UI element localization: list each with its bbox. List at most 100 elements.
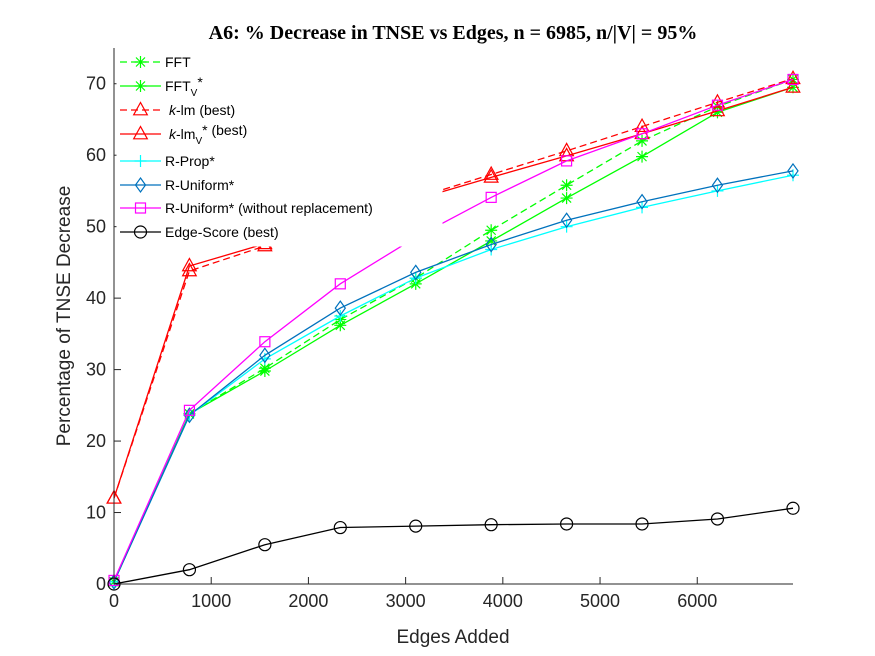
data-point-5-1 [183, 407, 196, 424]
y-tick-label-4: 40 [86, 288, 106, 308]
data-point-4-8 [711, 184, 724, 197]
y-tick-label-6: 60 [86, 145, 106, 165]
y-tick-label-0: 0 [96, 574, 106, 594]
data-point-2-5 [483, 165, 499, 180]
data-point-6-3 [334, 278, 346, 290]
data-point-7-1 [182, 563, 197, 577]
data-point-1-5 [485, 234, 498, 247]
x-tick-label-2: 2000 [288, 591, 328, 611]
data-point-6-5 [485, 191, 497, 203]
data-point-5-4 [409, 264, 422, 281]
legend-item-0: FFT [120, 54, 191, 70]
data-point-1-8 [711, 106, 724, 119]
series-layer [106, 69, 801, 591]
legend-item-1: FFTV* [120, 74, 203, 99]
legend-label-0: FFT [165, 54, 191, 70]
y-tick-label-2: 20 [86, 431, 106, 451]
y-tick-label-3: 30 [86, 360, 106, 380]
data-point-2-9 [785, 69, 801, 85]
y-tick-label-5: 50 [86, 217, 106, 237]
data-point-2-8 [709, 93, 726, 108]
x-tick-label-5: 5000 [580, 591, 620, 611]
data-point-2-7 [634, 117, 650, 133]
data-point-5-6 [560, 212, 573, 229]
data-point-3-5 [483, 168, 499, 183]
legend-label-7: Edge-Score (best) [165, 224, 279, 240]
series-5 [108, 162, 799, 590]
data-point-1-2 [258, 365, 271, 378]
data-point-5-5 [485, 236, 497, 253]
data-point-2-1 [181, 262, 198, 277]
data-point-5-9 [787, 162, 799, 179]
series-line-6 [113, 78, 794, 581]
data-point-1-3 [334, 319, 347, 332]
data-point-4-7 [636, 201, 649, 214]
data-point-7-4 [409, 519, 423, 533]
data-point-6-2 [259, 336, 271, 348]
legend-item-4: R-Prop* [120, 153, 215, 169]
series-line-2 [113, 78, 794, 499]
data-point-7-5 [484, 518, 498, 532]
legend-label-1: FFTV* [165, 74, 203, 99]
x-axis-label: Edges Added [396, 627, 509, 648]
data-point-7-3 [333, 520, 347, 535]
data-point-4-4 [409, 272, 422, 285]
data-point-0-5 [485, 224, 498, 237]
legend-marker-6 [134, 202, 147, 214]
y-tick-label-1: 10 [86, 503, 106, 523]
legend-marker-7 [133, 225, 148, 239]
data-point-7-8 [710, 512, 725, 526]
axes: 0 1000 2000 3000 4000 5000 6000 0 10 20 30 40 50 60 70 [86, 48, 793, 611]
legend-item-2: k-lm (best) [120, 101, 235, 118]
chart-title: A6: % Decrease in TNSE vs Edges, n = 698… [209, 22, 698, 44]
legend: FFT FFTV* k-lm (best) k-lmV* (best) R-Prop* R… [116, 49, 443, 247]
data-point-6-8 [711, 99, 724, 111]
legend-marker-3 [132, 125, 149, 140]
legend-item-3: k-lmV* (best) [120, 122, 247, 147]
data-point-5-3 [334, 300, 347, 317]
data-point-3-9 [785, 78, 801, 93]
legend-label-6: R-Uniform* (without replacement) [165, 200, 373, 216]
legend-item-7: Edge-Score (best) [120, 224, 279, 240]
data-point-6-6 [561, 155, 573, 167]
legend-label-3: k-lmV* (best) [169, 122, 247, 147]
y-axis-label: Percentage of TNSE Decrease [54, 186, 75, 447]
series-line-0 [113, 78, 794, 583]
data-point-5-8 [711, 177, 724, 194]
data-point-7-2 [258, 538, 272, 552]
x-tick-label-0: 0 [109, 591, 119, 611]
x-tick-label-3: 3000 [386, 591, 426, 611]
data-point-6-9 [787, 73, 799, 86]
legend-marker-2 [132, 101, 149, 116]
data-point-3-1 [181, 257, 198, 272]
data-point-4-5 [485, 243, 498, 256]
legend-marker-1 [134, 80, 147, 92]
data-point-7-9 [786, 501, 800, 515]
data-point-6-7 [636, 128, 648, 140]
data-point-5-7 [636, 193, 648, 210]
series-line-3 [113, 86, 794, 499]
data-point-1-7 [636, 150, 649, 163]
series-line-4 [113, 174, 794, 583]
series-line-1 [113, 86, 794, 583]
legend-label-5: R-Uniform* [165, 177, 235, 193]
data-point-7-7 [635, 517, 649, 531]
data-point-3-8 [709, 102, 726, 117]
data-point-1-6 [560, 192, 573, 205]
series-line-7 [113, 507, 794, 585]
x-tick-label-1: 1000 [191, 591, 231, 611]
data-point-5-2 [259, 347, 271, 364]
legend-item-5: R-Uniform* [120, 176, 235, 194]
legend-marker-5 [134, 176, 147, 194]
x-tick-label-4: 4000 [483, 591, 523, 611]
x-tick-label-6: 6000 [677, 591, 717, 611]
data-point-0-7 [636, 134, 649, 147]
legend-label-4: R-Prop* [165, 153, 215, 169]
series-line-5 [113, 170, 794, 583]
legend-item-6: R-Uniform* (without replacement) [120, 200, 373, 216]
data-point-6-1 [183, 404, 196, 416]
data-point-0-6 [560, 179, 573, 192]
legend-marker-4 [134, 155, 147, 167]
legend-label-2: k-lm (best) [169, 102, 235, 118]
